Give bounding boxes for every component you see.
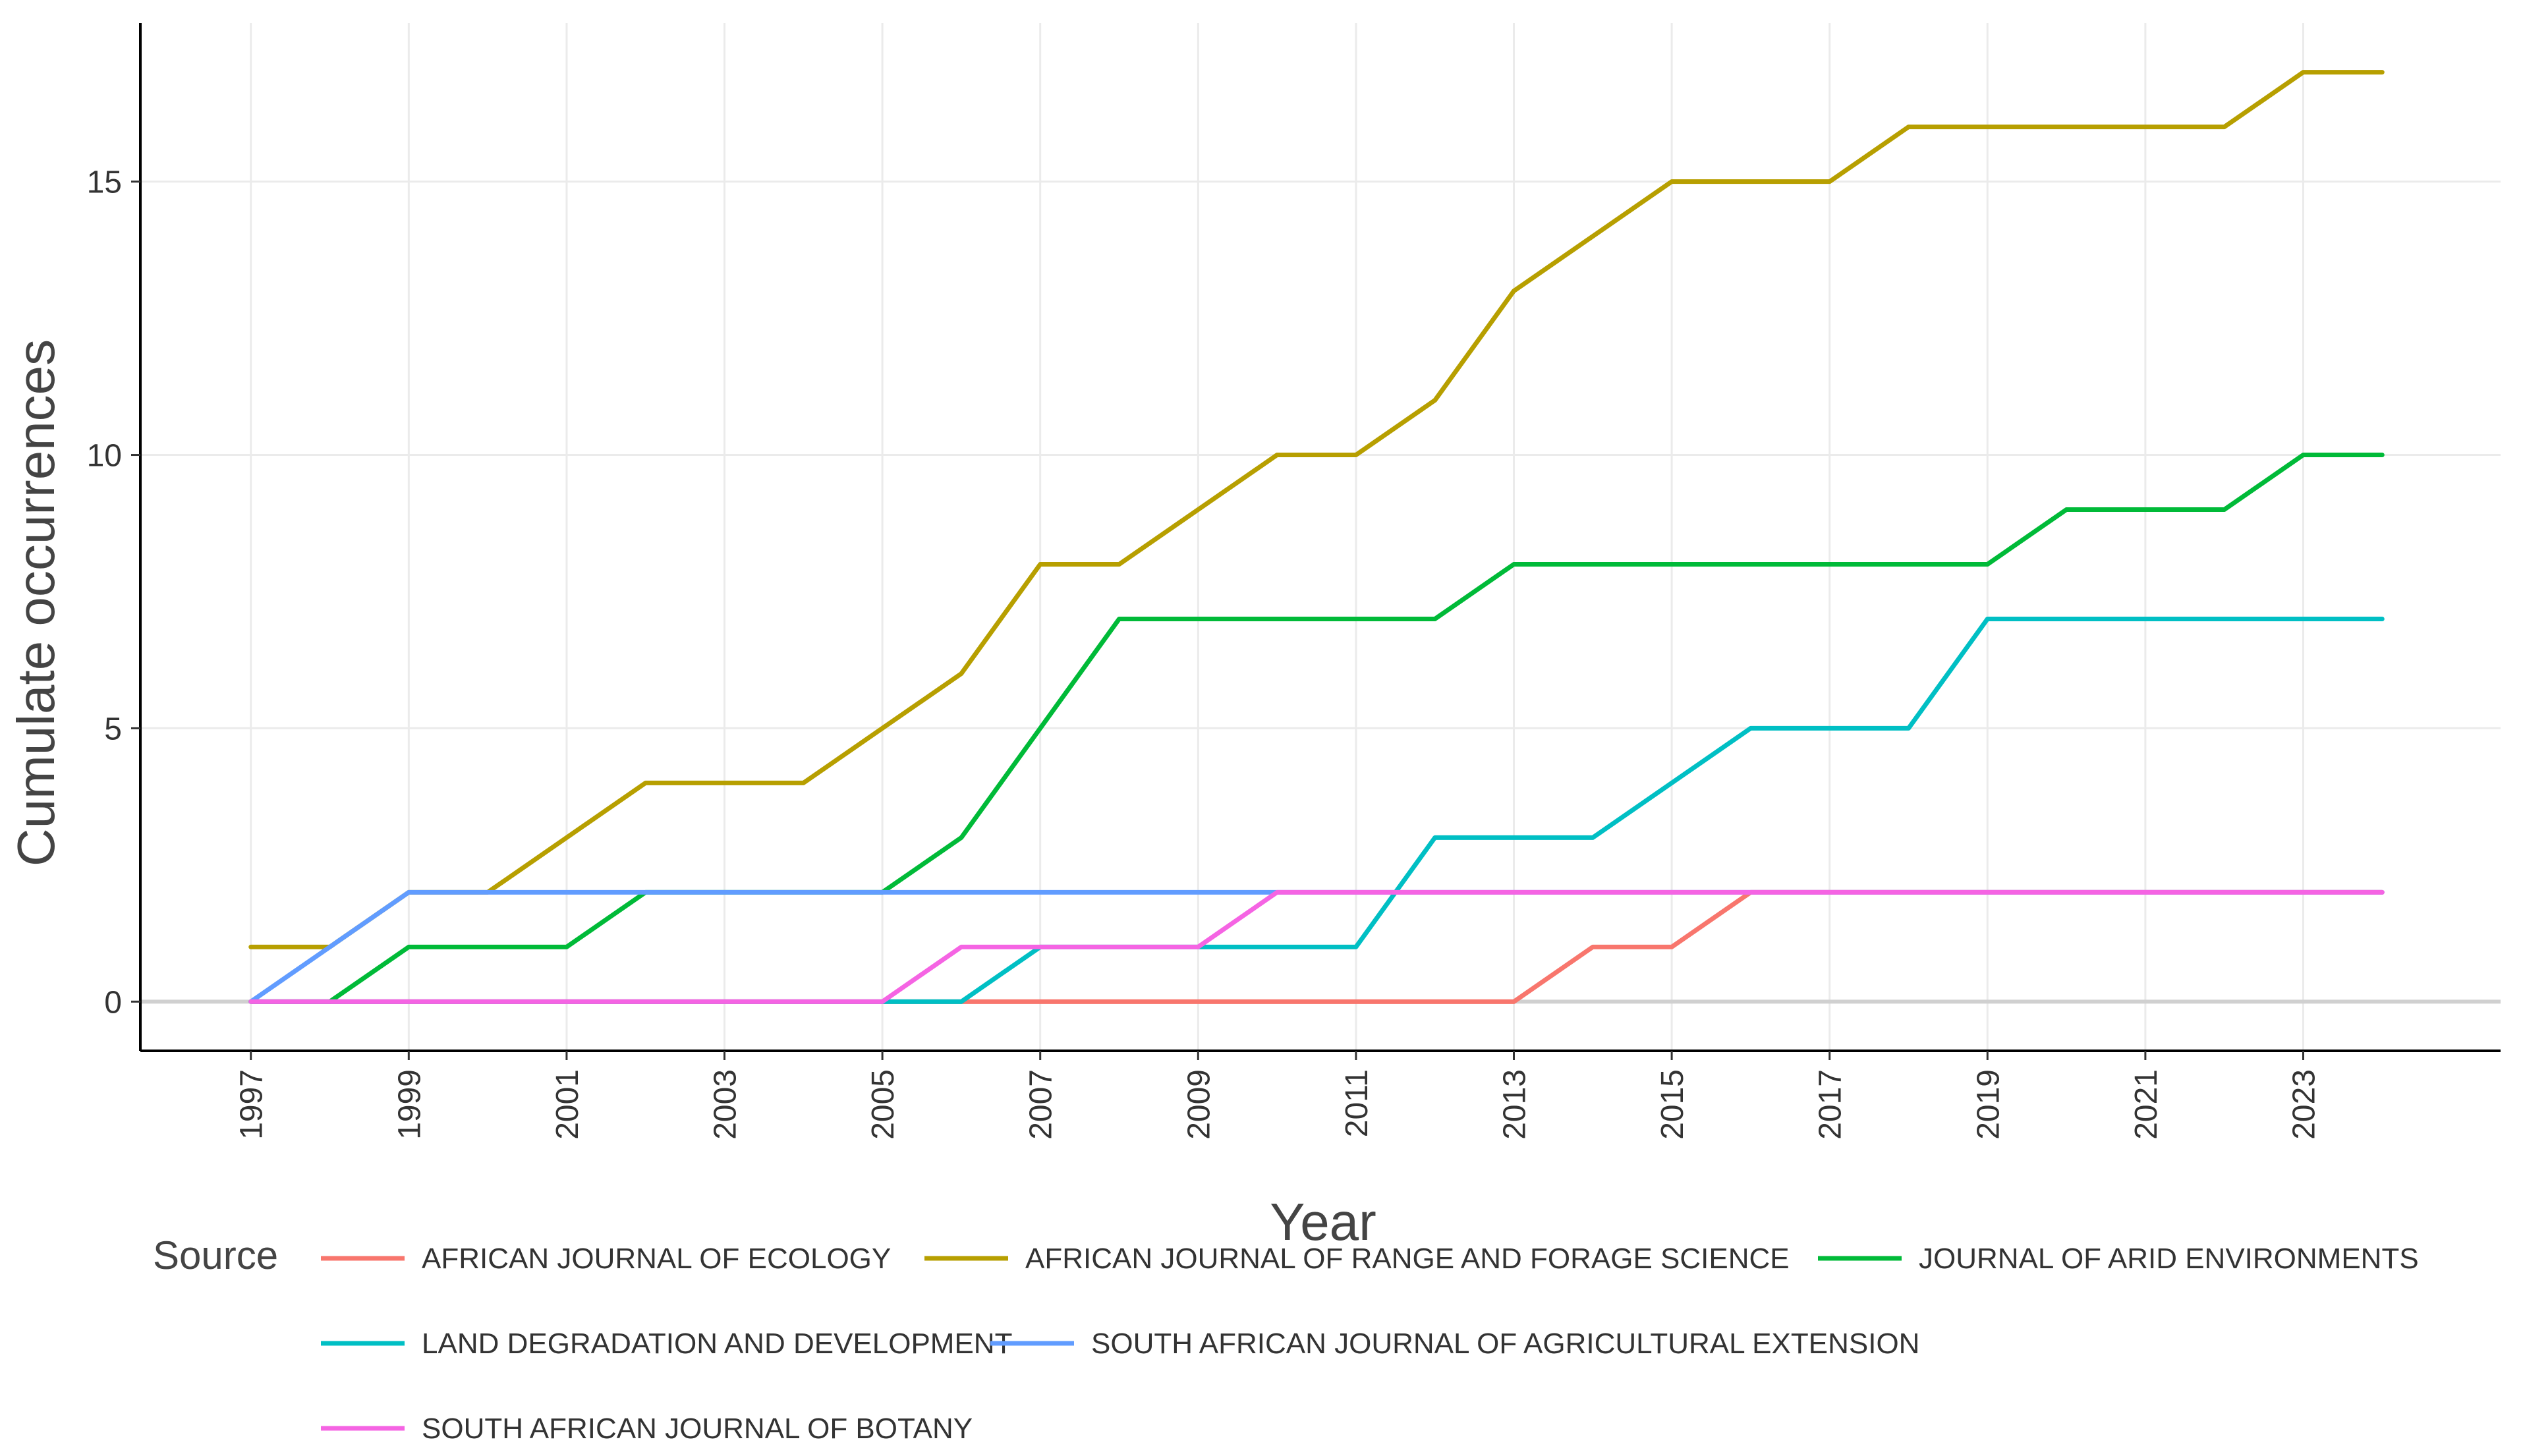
x-tick-label: 2015 bbox=[1655, 1069, 1690, 1140]
x-tick-label: 2019 bbox=[1971, 1069, 2006, 1140]
legend-label: AFRICAN JOURNAL OF ECOLOGY bbox=[422, 1243, 891, 1275]
series-lines bbox=[248, 70, 2385, 1004]
x-tick-label: 2017 bbox=[1813, 1069, 1848, 1140]
y-tick-label: 0 bbox=[104, 985, 122, 1020]
legend-item: AFRICAN JOURNAL OF ECOLOGY bbox=[321, 1243, 891, 1275]
legend-item: JOURNAL OF ARID ENVIRONMENTS bbox=[1818, 1243, 2419, 1275]
legend-label: SOUTH AFRICAN JOURNAL OF BOTANY bbox=[422, 1413, 973, 1445]
x-tick-label: 2007 bbox=[1024, 1069, 1059, 1140]
legend-item: AFRICAN JOURNAL OF RANGE AND FORAGE SCIE… bbox=[924, 1243, 1790, 1275]
x-tick-label: 2013 bbox=[1498, 1069, 1533, 1140]
x-tick-label: 2005 bbox=[866, 1069, 901, 1140]
y-axis-ticks: 0 5 10 15 bbox=[87, 165, 140, 1020]
x-tick-label: 1999 bbox=[392, 1069, 427, 1140]
legend-item: LAND DEGRADATION AND DEVELOPMENT bbox=[321, 1328, 1012, 1360]
legend-label: LAND DEGRADATION AND DEVELOPMENT bbox=[422, 1328, 1012, 1360]
y-tick-label: 10 bbox=[87, 439, 122, 474]
legend-title: Source bbox=[153, 1233, 278, 1277]
y-tick-label: 15 bbox=[87, 165, 122, 200]
x-axis-title: Year bbox=[1270, 1192, 1376, 1251]
legend-label: JOURNAL OF ARID ENVIRONMENTS bbox=[1919, 1243, 2419, 1275]
x-tick-label: 2009 bbox=[1181, 1069, 1216, 1140]
x-tick-label: 2023 bbox=[2287, 1069, 2322, 1140]
legend-item: SOUTH AFRICAN JOURNAL OF BOTANY bbox=[321, 1413, 973, 1445]
legend-label: AFRICAN JOURNAL OF RANGE AND FORAGE SCIE… bbox=[1025, 1243, 1790, 1275]
series-line bbox=[248, 453, 2385, 1004]
x-tick-label: 2021 bbox=[2129, 1069, 2164, 1140]
x-tick-label: 2003 bbox=[708, 1069, 743, 1140]
legend-item: SOUTH AFRICAN JOURNAL OF AGRICULTURAL EX… bbox=[990, 1328, 1919, 1360]
x-tick-label: 2011 bbox=[1340, 1069, 1374, 1137]
axes bbox=[139, 23, 2501, 1052]
y-tick-label: 5 bbox=[104, 712, 122, 746]
grid bbox=[140, 23, 2501, 1051]
x-tick-label: 1997 bbox=[235, 1069, 269, 1140]
x-tick-label: 2001 bbox=[550, 1069, 585, 1140]
legend: Source AFRICAN JOURNAL OF ECOLOGY AFRICAN… bbox=[153, 1233, 2419, 1445]
y-axis-title: Cumulate occurrences bbox=[7, 339, 65, 866]
x-axis-ticks: 1997 1999 2001 2003 2005 2007 2009 2011 2013 2015… bbox=[235, 1051, 2322, 1140]
legend-label: SOUTH AFRICAN JOURNAL OF AGRICULTURAL EX… bbox=[1091, 1328, 1919, 1360]
series-line bbox=[248, 70, 2385, 949]
series-line bbox=[248, 889, 2385, 1004]
legend-items: AFRICAN JOURNAL OF ECOLOGY AFRICAN JOURNA… bbox=[321, 1243, 2419, 1445]
